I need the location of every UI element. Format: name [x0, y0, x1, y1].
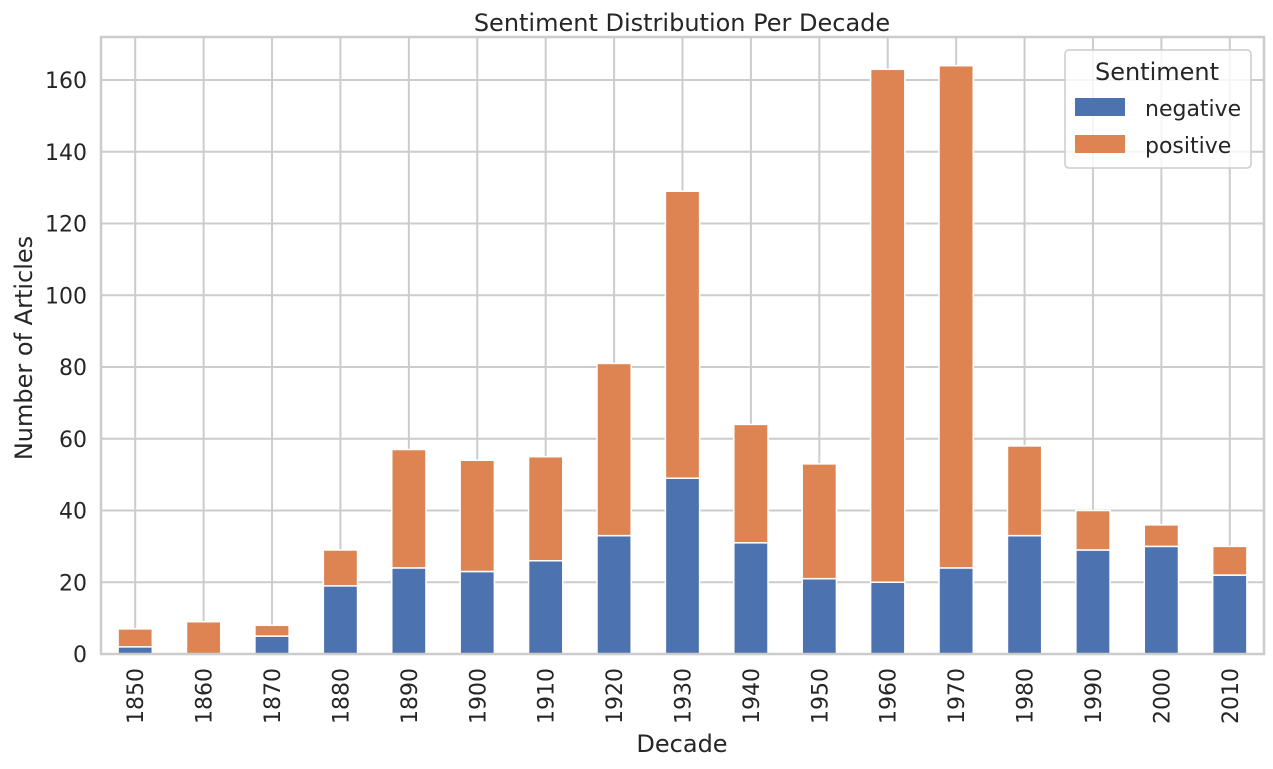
bar-positive-2010: [1211, 545, 1248, 576]
x-tick-label: 1890: [398, 668, 423, 724]
y-tick-label: 140: [45, 141, 87, 166]
y-axis-ticks: 0 20 40 60 80 100 120 140 160: [45, 69, 87, 668]
legend: Sentiment negative positive: [1064, 49, 1252, 169]
y-tick-label: 80: [59, 356, 87, 381]
x-tick-label: 1910: [535, 668, 560, 724]
bar-negative-2010: [1211, 574, 1248, 655]
y-tick-label: 40: [59, 500, 87, 525]
bar-positive-1930: [664, 190, 701, 479]
x-tick-label: 1970: [945, 668, 970, 724]
bar-negative-1920: [596, 534, 632, 655]
legend-label-positive: positive: [1145, 134, 1231, 159]
bar-negative-1900: [459, 570, 496, 655]
x-tick-label: 1920: [603, 668, 628, 724]
bar-negative-1990: [1075, 549, 1111, 655]
legend-swatch-positive: [1075, 135, 1125, 153]
bar-positive-1870: [254, 624, 290, 637]
chart-title: Sentiment Distribution Per Decade: [474, 9, 890, 37]
bar-positive-1970: [938, 64, 975, 569]
x-axis-title: Decade: [636, 730, 727, 758]
bar-negative-1880: [322, 585, 359, 655]
bar-positive-1900: [459, 459, 496, 573]
bar-negative-1930: [664, 477, 701, 655]
bar-negative-1970: [938, 567, 975, 655]
bar-negative-1960: [869, 581, 906, 655]
y-tick-label: 120: [45, 213, 87, 238]
x-tick-label: 1930: [672, 668, 697, 724]
x-axis-ticks: 1850 1860 1870 1880 1890 1900 1910 1920 1930 1940…: [124, 668, 1244, 724]
y-axis-title: Number of Articles: [10, 236, 38, 460]
bar-positive-1990: [1075, 509, 1111, 551]
bar-positive-1960: [869, 68, 906, 584]
x-tick-label: 1860: [193, 668, 218, 724]
x-tick-label: 1960: [877, 668, 902, 724]
x-tick-label: 1990: [1082, 668, 1107, 724]
bar-negative-1890: [391, 567, 427, 655]
legend-label-negative: negative: [1145, 97, 1241, 122]
x-tick-label: 1940: [740, 668, 765, 724]
bar-positive-1950: [801, 463, 838, 580]
x-tick-label: 1900: [466, 668, 491, 724]
x-tick-label: 1850: [124, 668, 149, 724]
bar-negative-1940: [733, 542, 769, 655]
bar-positive-1910: [527, 455, 564, 562]
x-tick-label: 2010: [1219, 668, 1244, 724]
y-tick-label: 160: [45, 69, 87, 94]
y-tick-label: 20: [59, 571, 87, 596]
y-tick-label: 100: [45, 284, 87, 309]
bar-positive-2000: [1143, 524, 1180, 548]
legend-swatch-negative: [1075, 98, 1125, 116]
bar-positive-1980: [1006, 445, 1043, 537]
bar-negative-2000: [1143, 545, 1180, 655]
bar-positive-1890: [391, 448, 427, 569]
bars: [117, 64, 1248, 655]
bar-positive-1920: [596, 362, 632, 537]
x-tick-label: 2000: [1150, 668, 1175, 724]
bar-positive-1850: [117, 628, 154, 648]
bar-negative-1950: [801, 577, 838, 655]
x-tick-label: 1950: [808, 668, 833, 724]
bar-negative-1980: [1006, 534, 1043, 655]
plot-frame: [99, 35, 1266, 656]
legend-title: Sentiment: [1095, 58, 1219, 86]
x-tick-label: 1870: [261, 668, 286, 724]
bar-negative-1870: [254, 635, 290, 655]
y-tick-label: 60: [59, 428, 87, 453]
bar-positive-1880: [322, 549, 359, 587]
y-tick-label: 0: [73, 643, 87, 668]
bar-positive-1860: [185, 620, 222, 655]
bar-negative-1910: [527, 559, 564, 655]
bar-positive-1940: [733, 423, 769, 544]
x-tick-label: 1880: [329, 668, 354, 724]
x-tick-label: 1980: [1014, 668, 1039, 724]
